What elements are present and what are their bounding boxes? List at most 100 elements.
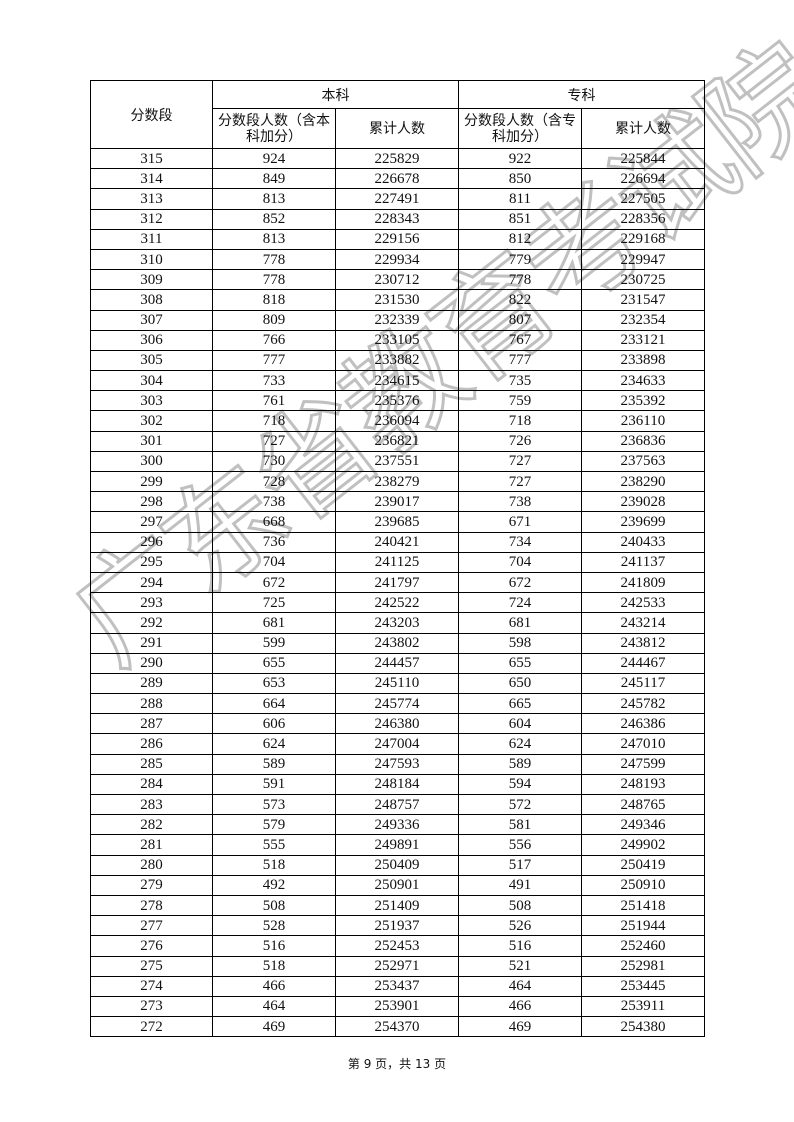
score-band-cell: 304 (90, 370, 213, 392)
vocational-count-cell: 822 (458, 289, 582, 311)
score-band-cell: 274 (90, 975, 213, 997)
table-row: 276 516 252453 516 252460 (90, 935, 705, 957)
table-row: 277 528 251937 526 251944 (90, 915, 705, 937)
score-band-cell: 312 (90, 208, 213, 230)
vocational-cumulative-cell: 254380 (581, 1016, 705, 1038)
table-row: 285 589 247593 589 247599 (90, 753, 705, 775)
table-row: 304 733 234615 735 234633 (90, 370, 705, 392)
undergrad-count-cell: 809 (212, 309, 336, 331)
vocational-count-cell: 807 (458, 309, 582, 331)
undergrad-count-cell: 778 (212, 269, 336, 291)
table-row: 274 466 253437 464 253445 (90, 975, 705, 997)
vocational-count-cell: 734 (458, 531, 582, 553)
vocational-cumulative-cell: 236836 (581, 430, 705, 452)
undergrad-cumulative-cell: 235376 (335, 390, 459, 412)
undergrad-count-cell: 672 (212, 571, 336, 594)
vocational-count-cell: 508 (458, 894, 582, 917)
undergrad-cumulative-cell: 240421 (335, 531, 459, 553)
vocational-count-cell: 767 (458, 329, 582, 351)
undergrad-count-cell: 681 (212, 612, 336, 634)
score-band-cell: 287 (90, 713, 213, 735)
undergrad-cumulative-cell: 245774 (335, 693, 459, 715)
vocational-cumulative-cell: 247010 (581, 733, 705, 755)
vocational-count-cell: 464 (458, 975, 582, 997)
undergrad-count-cell: 668 (212, 511, 336, 533)
undergrad-count-cell: 518 (212, 854, 336, 876)
vocational-cumulative-cell: 251418 (581, 894, 705, 917)
undergrad-count-cell: 466 (212, 975, 336, 997)
score-band-cell: 288 (90, 693, 213, 715)
undergrad-cumulative-cell: 243802 (335, 632, 459, 654)
vocational-count-cell: 516 (458, 935, 582, 957)
table-body: 315 924 225829 922 225844 314 849 226678 850 2266… (90, 147, 705, 1038)
vocational-count-cell: 469 (458, 1016, 582, 1038)
undergrad-count-cell: 813 (212, 228, 336, 250)
table-row: 292 681 243203 681 243214 (90, 612, 705, 634)
undergrad-count-cell: 518 (212, 955, 336, 977)
score-band-cell: 290 (90, 652, 213, 674)
vocational-cumulative-cell: 243812 (581, 632, 705, 654)
undergrad-cumulative-cell: 254370 (335, 1016, 459, 1038)
score-band-cell: 273 (90, 995, 213, 1018)
undergrad-count-cell: 924 (212, 147, 336, 170)
undergrad-count-cell: 555 (212, 834, 336, 856)
vocational-cumulative-cell: 245117 (581, 672, 705, 695)
undergrad-count-cell: 725 (212, 592, 336, 614)
undergrad-cumulative-cell: 248757 (335, 793, 459, 816)
vocational-cumulative-cell: 230725 (581, 269, 705, 291)
undergrad-cumulative-cell: 249336 (335, 814, 459, 836)
undergrad-cumulative-cell: 247004 (335, 733, 459, 755)
undergrad-count-cell: 464 (212, 995, 336, 1018)
undergrad-cumulative-cell: 229934 (335, 248, 459, 271)
score-band-cell: 289 (90, 672, 213, 695)
undergrad-count-cell: 664 (212, 693, 336, 715)
vocational-cumulative-cell: 241809 (581, 571, 705, 594)
header-vocational-count: 分数段人数（含专科加分） (458, 108, 582, 149)
table-row: 302 718 236094 718 236110 (90, 410, 705, 432)
table-row: 298 738 239017 738 239028 (90, 491, 705, 513)
vocational-count-cell: 521 (458, 955, 582, 977)
score-band-cell: 285 (90, 753, 213, 775)
score-band-cell: 284 (90, 773, 213, 796)
vocational-cumulative-cell: 236110 (581, 410, 705, 432)
header-undergrad-count: 分数段人数（含本科加分） (212, 108, 336, 149)
vocational-count-cell: 466 (458, 995, 582, 1018)
vocational-count-cell: 851 (458, 208, 582, 230)
vocational-cumulative-cell: 226694 (581, 168, 705, 190)
vocational-cumulative-cell: 239028 (581, 491, 705, 513)
undergrad-count-cell: 778 (212, 248, 336, 271)
vocational-cumulative-cell: 244467 (581, 652, 705, 674)
undergrad-cumulative-cell: 241797 (335, 571, 459, 594)
vocational-cumulative-cell: 233898 (581, 349, 705, 372)
vocational-count-cell: 726 (458, 430, 582, 452)
table-row: 301 727 236821 726 236836 (90, 430, 705, 452)
table-row: 300 730 237551 727 237563 (90, 450, 705, 473)
score-band-cell: 314 (90, 168, 213, 190)
score-band-cell: 278 (90, 894, 213, 917)
undergrad-cumulative-cell: 234615 (335, 370, 459, 392)
undergrad-count-cell: 589 (212, 753, 336, 775)
undergrad-count-cell: 606 (212, 713, 336, 735)
score-band-cell: 281 (90, 834, 213, 856)
undergrad-count-cell: 573 (212, 793, 336, 816)
table-row: 282 579 249336 581 249346 (90, 814, 705, 836)
score-band-cell: 308 (90, 289, 213, 311)
vocational-count-cell: 556 (458, 834, 582, 856)
vocational-cumulative-cell: 241137 (581, 551, 705, 573)
table-row: 289 653 245110 650 245117 (90, 672, 705, 695)
table-row: 311 813 229156 812 229168 (90, 228, 705, 250)
vocational-cumulative-cell: 248765 (581, 793, 705, 816)
undergrad-count-cell: 730 (212, 450, 336, 473)
vocational-count-cell: 811 (458, 188, 582, 210)
vocational-cumulative-cell: 229168 (581, 228, 705, 250)
vocational-cumulative-cell: 229947 (581, 248, 705, 271)
undergrad-cumulative-cell: 238279 (335, 470, 459, 493)
vocational-cumulative-cell: 240433 (581, 531, 705, 553)
undergrad-count-cell: 852 (212, 208, 336, 230)
undergrad-count-cell: 492 (212, 874, 336, 896)
undergrad-cumulative-cell: 230712 (335, 269, 459, 291)
table-row: 307 809 232339 807 232354 (90, 309, 705, 331)
vocational-cumulative-cell: 228356 (581, 208, 705, 230)
undergrad-count-cell: 704 (212, 551, 336, 573)
vocational-cumulative-cell: 253445 (581, 975, 705, 997)
